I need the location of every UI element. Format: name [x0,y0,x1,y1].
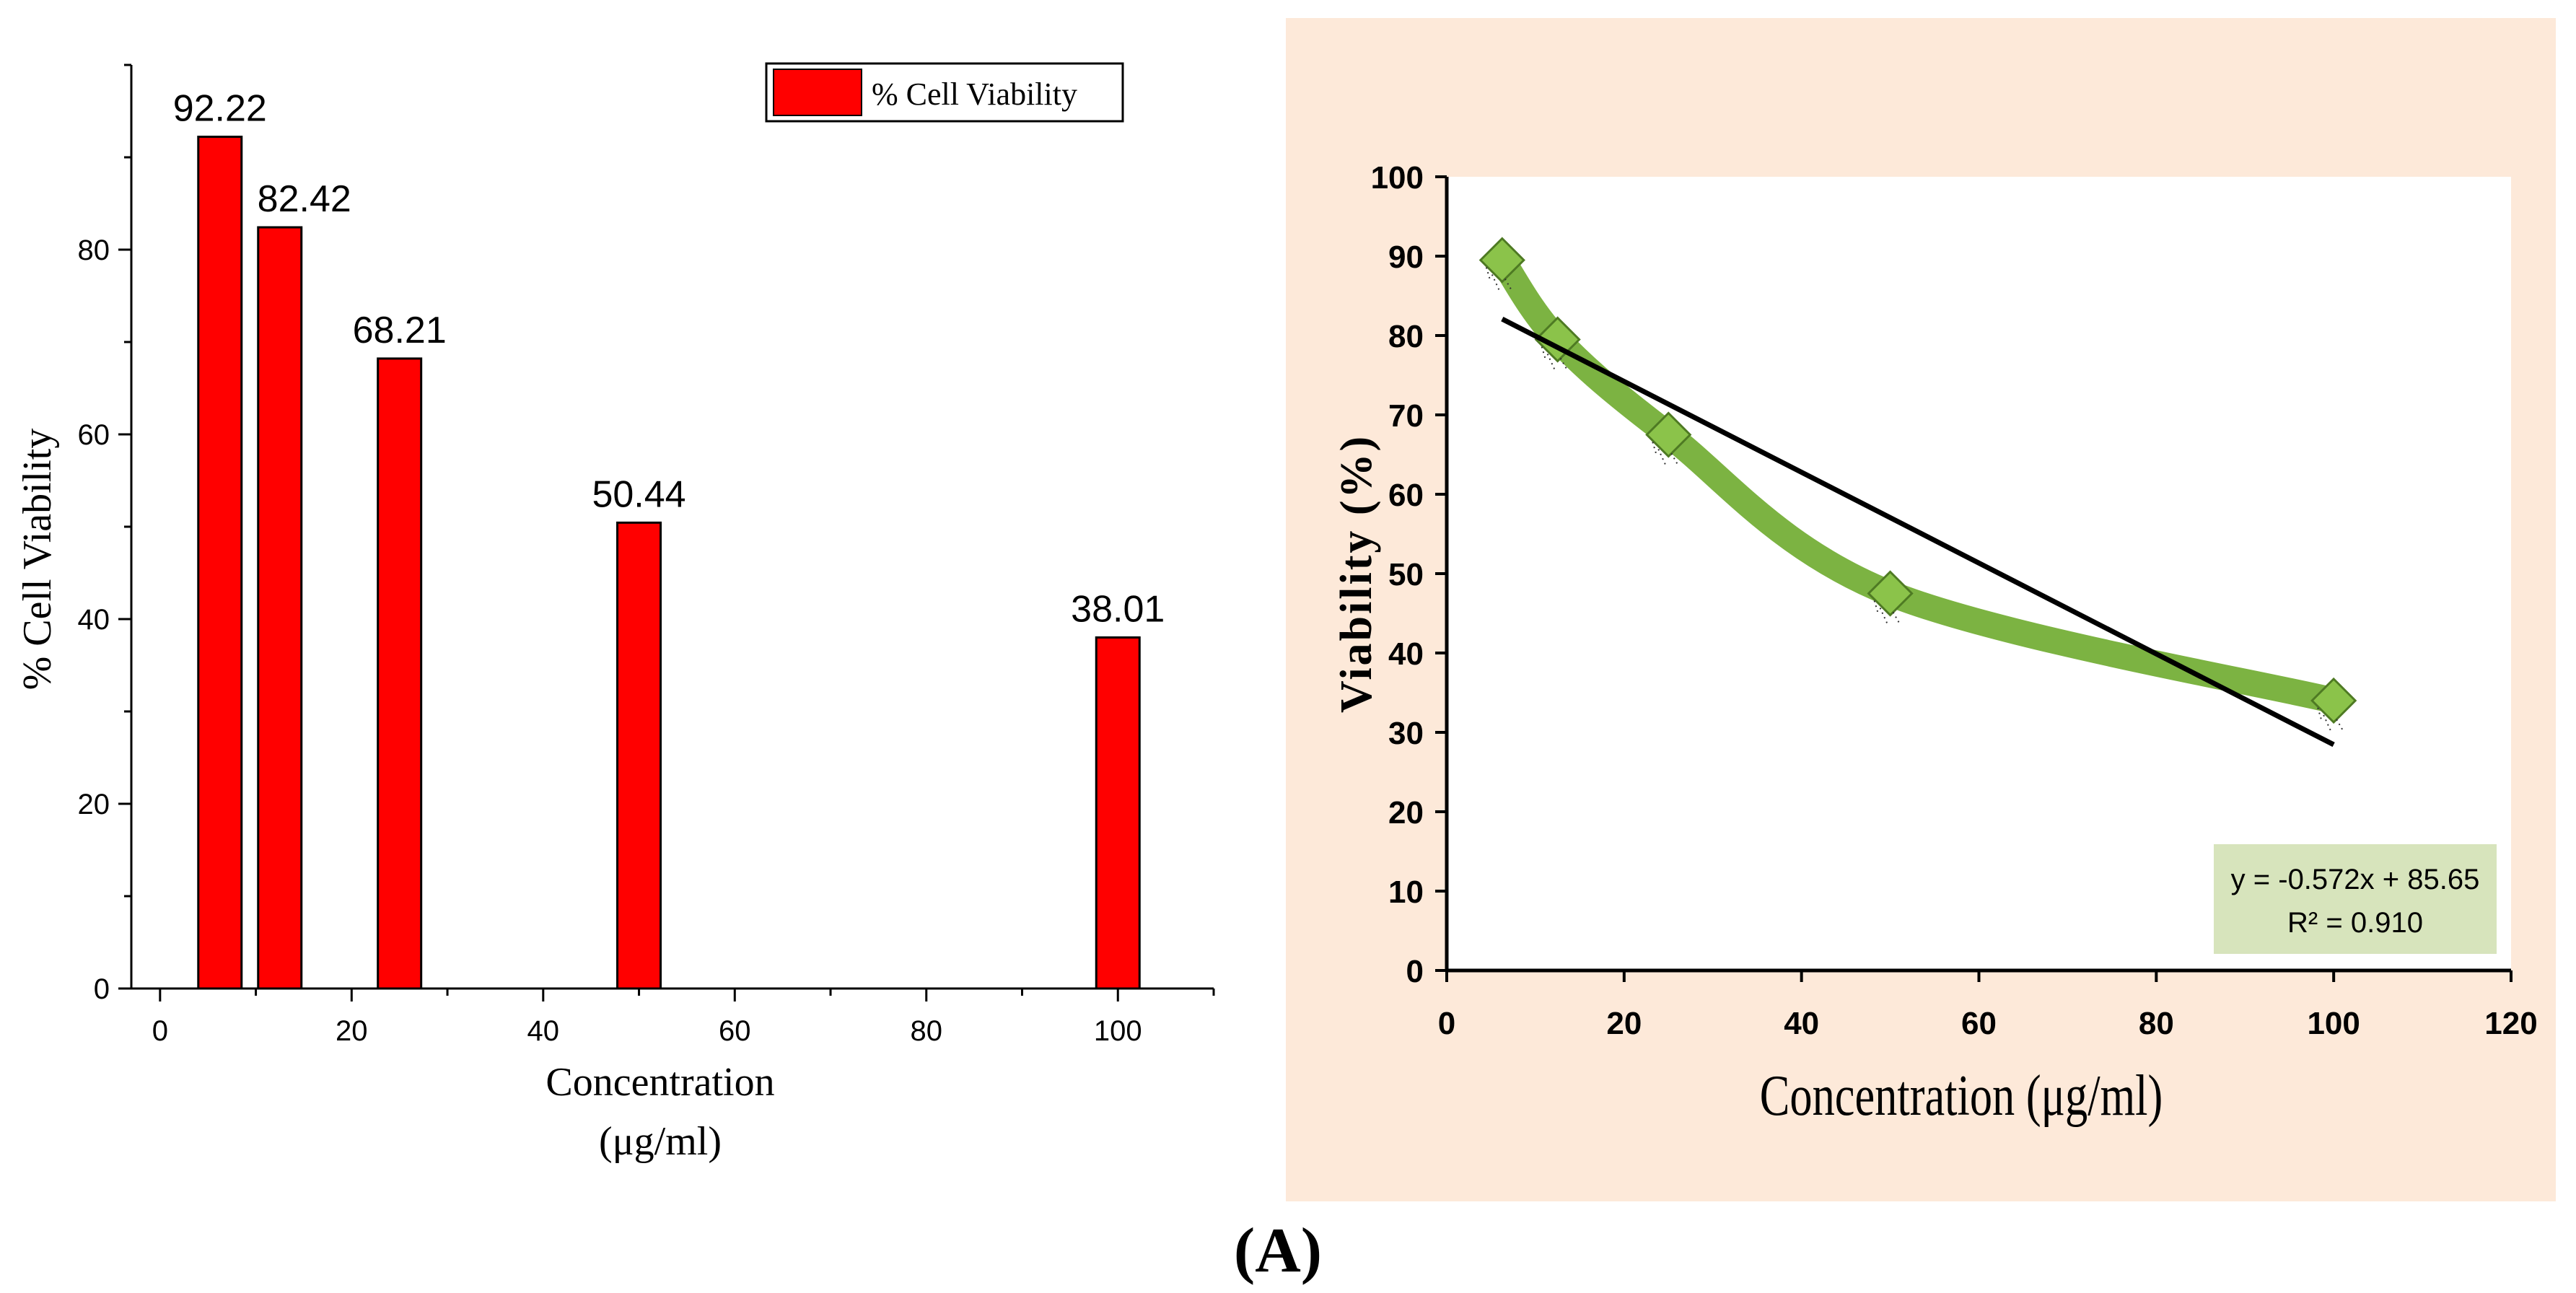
line-chart-x-tick-label: 40 [1784,1006,1819,1041]
bar-chart-x-tick-label: 40 [527,1015,560,1047]
bar-chart-y-tick-label: 20 [78,789,110,820]
bar-chart-x-tick-labels: 0 20 40 60 80 100 [152,1015,1142,1047]
line-chart-x-tick-label: 20 [1606,1006,1642,1041]
bar-50 [616,521,662,990]
data-point-marker [1534,316,1581,363]
bar-data-label: 50.44 [592,473,685,515]
line-chart: 0 10 20 30 40 50 60 70 80 90 100 0 20 40 60 80 100 120 y… [1286,18,2556,1201]
bar-6.25 [197,136,243,990]
data-point-marker [1867,570,1914,617]
bar-chart-y-tick-label: 0 [94,973,110,1005]
bar-100 [1095,636,1141,990]
line-chart-y-tick-label: 100 [1371,160,1424,196]
data-point-error-bar [1485,267,1512,291]
trendline-r-squared: R² = 0.910 [2287,907,2423,939]
trendline-equation: y = -0.572x + 85.65 [2231,864,2480,895]
bar-chart-y-tick-label: 40 [78,604,110,636]
bar-25 [377,357,423,990]
data-point-error-bar [1652,442,1678,465]
line-chart-y-tick-label: 30 [1388,716,1424,751]
trendline-equation-box: y = -0.572x + 85.65 R² = 0.910 [2214,844,2497,954]
data-point-error-bar [2317,707,2344,732]
line-chart-y-tick-label: 90 [1388,240,1424,275]
bar-data-label: 82.42 [258,178,351,220]
linear-trendline [1501,317,2335,748]
bar-chart-x-tick-label: 100 [1094,1015,1142,1047]
line-chart-y-tick-label: 20 [1388,795,1424,830]
bar-chart-y-tick-label: 60 [78,419,110,451]
bar-chart-y-axis-title: % Cell Viability [15,429,60,691]
figure-label: (A) [1234,1216,1322,1286]
bar-chart-x-tick-label: 60 [719,1015,751,1047]
series-markers [1478,237,2357,732]
bar-chart-x-tick-label: 80 [911,1015,943,1047]
data-point-marker [1645,411,1692,458]
bar-data-label: 68.21 [353,310,447,351]
bar-chart: 92.22 82.42 68.21 50.44 38.01 0 20 40 60 80 0 20 4… [15,62,1215,1164]
line-chart-y-tick-label: 80 [1388,319,1424,354]
bar-chart-x-tick-label: 0 [152,1015,168,1047]
bar-chart-y-tick-label: 80 [78,235,110,266]
line-chart-x-tick-labels: 0 20 40 60 80 100 120 [1438,1006,2538,1041]
line-chart-y-tick-label: 10 [1388,875,1424,910]
bar-chart-y-tick-labels: 0 20 40 60 80 [78,235,110,1005]
line-chart-axis-ticks [1435,175,2513,982]
bar-chart-data-labels: 92.22 82.42 68.21 50.44 38.01 [173,88,1165,631]
bar-chart-x-axis-units: (μg/ml) [599,1119,722,1164]
line-chart-y-axis-title: Viability (%) [1332,434,1381,713]
equation-box-bg [2214,844,2497,954]
legend-label: % Cell Viability [872,76,1077,112]
line-chart-x-axis-title: Concentration (μg/ml) [1760,1064,2163,1128]
line-chart-y-tick-label: 50 [1388,557,1424,592]
line-chart-y-tick-labels: 0 10 20 30 40 50 60 70 80 90 100 [1371,160,1424,989]
data-point-error-bar [1541,346,1567,370]
legend-swatch [773,69,862,116]
line-chart-y-tick-label: 60 [1388,478,1424,513]
bar-chart-x-tick-label: 20 [336,1015,368,1047]
line-chart-x-tick-label: 120 [2484,1006,2537,1041]
bar-data-label: 92.22 [173,88,267,130]
bar-chart-x-axis-title: Concentration [546,1060,774,1105]
data-point-marker [1478,237,1525,284]
line-chart-y-tick-label: 0 [1406,954,1424,989]
line-chart-x-tick-label: 0 [1438,1006,1455,1041]
line-chart-x-tick-label: 80 [2139,1006,2174,1041]
bar-chart-axis-ticks [118,63,1215,1001]
line-chart-plot-area [1447,177,2511,970]
bar-12.5 [257,226,303,990]
bar-data-label: 38.01 [1071,588,1165,630]
line-chart-x-tick-label: 60 [1961,1006,1997,1041]
data-point-marker [2310,677,2357,724]
bar-chart-legend: % Cell Viability [765,62,1124,123]
data-point-error-bar [1873,600,1900,624]
bar-chart-bars [197,136,1141,990]
line-chart-y-tick-label: 40 [1388,636,1424,672]
line-chart-y-tick-label: 70 [1388,398,1424,434]
line-chart-x-tick-label: 100 [2307,1006,2360,1041]
